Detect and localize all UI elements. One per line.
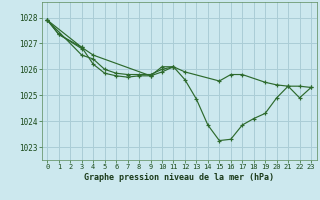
- X-axis label: Graphe pression niveau de la mer (hPa): Graphe pression niveau de la mer (hPa): [84, 173, 274, 182]
